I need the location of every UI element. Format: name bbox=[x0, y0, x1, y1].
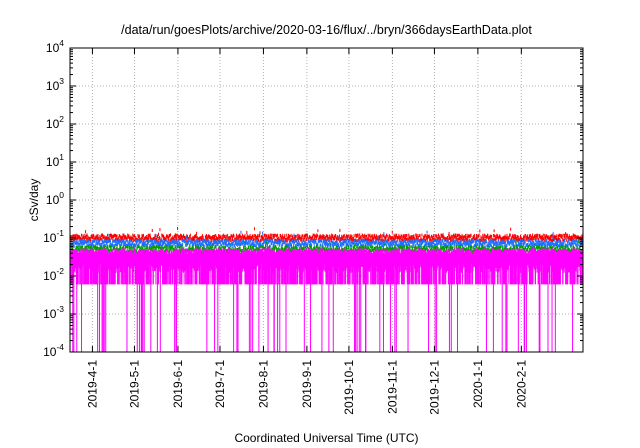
x-tick-label: 2019-12-1 bbox=[427, 360, 441, 415]
x-tick-label: 2019-10-1 bbox=[342, 360, 356, 415]
chart-title: /data/run/goesPlots/archive/2020-03-16/f… bbox=[121, 23, 532, 37]
x-tick-label: 2019-7-1 bbox=[213, 360, 227, 408]
y-tick-label: 10-1 bbox=[43, 228, 64, 245]
y-tick-label: 100 bbox=[46, 190, 64, 207]
x-axis-label: Coordinated Universal Time (UTC) bbox=[234, 431, 418, 445]
y-tick-label: 10-4 bbox=[43, 342, 64, 359]
x-tick-label: 2019-8-1 bbox=[256, 360, 270, 408]
y-tick-label: 103 bbox=[46, 76, 64, 93]
y-tick-label: 10-3 bbox=[43, 304, 64, 321]
axis-ticks: 10-4 10-3 10-2 10-1 100 101 102 103 104 2019-4-1 2… bbox=[43, 38, 583, 415]
plot-area bbox=[69, 227, 584, 352]
plot-frame bbox=[69, 47, 584, 353]
data-series-4 bbox=[69, 246, 584, 352]
x-tick-label: 2020-1-1 bbox=[471, 360, 485, 408]
x-tick-label: 2019-4-1 bbox=[85, 360, 99, 408]
x-tick-label: 2019-5-1 bbox=[127, 360, 141, 408]
y-tick-label: 101 bbox=[46, 152, 64, 169]
x-tick-label: 2020-2-1 bbox=[514, 360, 528, 408]
y-tick-label: 10-2 bbox=[43, 266, 64, 283]
y-axis-label: cSv/day bbox=[27, 179, 41, 222]
x-tick-label: 2019-11-1 bbox=[385, 360, 399, 414]
y-tick-label: 104 bbox=[46, 38, 64, 55]
y-tick-label: 102 bbox=[46, 114, 64, 131]
x-tick-label: 2019-9-1 bbox=[300, 360, 314, 408]
x-tick-label: 2019-6-1 bbox=[171, 360, 185, 408]
